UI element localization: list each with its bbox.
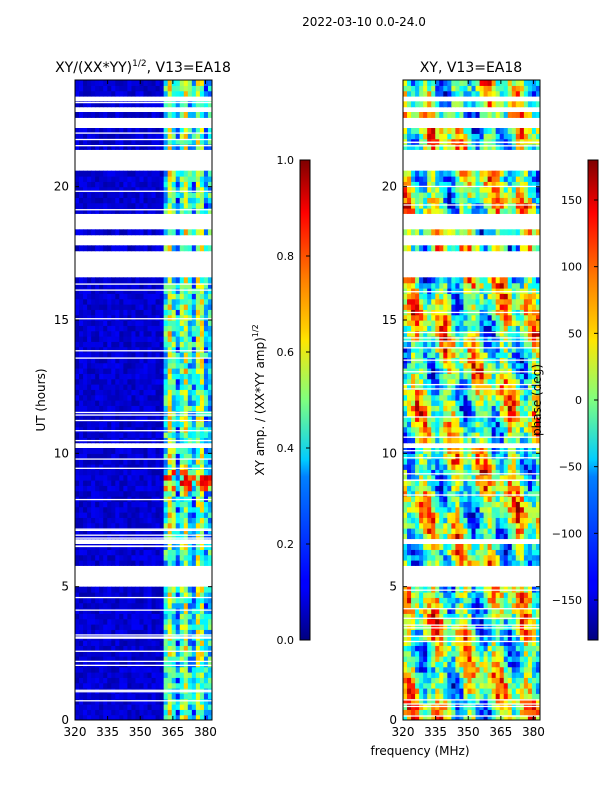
x-tick-label: 335 (96, 725, 119, 739)
colorbar-tick-label: 0.4 (277, 442, 295, 455)
panel-amplitude-ylabel: UT (hours) (34, 368, 48, 431)
colorbar-tick-label: 0.0 (277, 634, 295, 647)
y-tick-label: 15 (54, 313, 69, 327)
y-tick-label: 5 (389, 580, 397, 594)
panel-amplitude-frame (74, 79, 213, 721)
colorbar-tick-label: 0 (575, 394, 582, 407)
y-tick-label: 20 (382, 180, 397, 194)
colorbar-phase-label: phase (deg) (530, 364, 544, 436)
panel-amplitude-title: XY/(XX*YY)1/2, V13=EA18 (55, 59, 231, 76)
colorbar-tick-label: 150 (561, 194, 582, 207)
x-tick-label: 350 (129, 725, 152, 739)
x-tick-label: 380 (522, 725, 545, 739)
colorbar-tick-label: 0.2 (277, 538, 295, 551)
colorbar-phase-ticks: −150 −100 −50 0 50 100 150 (552, 194, 598, 607)
colorbar-amplitude-bar (299, 159, 311, 641)
colorbar-tick-label: 1.0 (277, 154, 295, 167)
y-tick-label: 10 (382, 446, 397, 460)
colorbar-tick-label: −50 (559, 461, 582, 474)
panel-amplitude-axes: 320 335 350 365 380 0 5 10 15 20 (54, 80, 217, 739)
panel-amplitude: XY/(XX*YY)1/2, V13=EA18 320 335 350 365 380 0… (34, 59, 231, 739)
colorbar-tick-label: 0.8 (277, 250, 295, 263)
colorbar-tick-label: 0.6 (277, 346, 295, 359)
y-tick-label: 20 (54, 180, 69, 194)
x-tick-label: 350 (457, 725, 480, 739)
x-tick-label: 365 (161, 725, 184, 739)
x-tick-label: 320 (392, 725, 415, 739)
x-tick-label: 335 (424, 725, 447, 739)
colorbar-phase: −150 −100 −50 0 50 100 150 phase (deg) (530, 159, 599, 641)
panel-phase-axes: 320 335 350 365 380 0 5 10 15 20 (382, 80, 545, 739)
colorbar-tick-label: −100 (552, 527, 582, 540)
y-tick-label: 10 (54, 446, 69, 460)
x-tick-label: 320 (64, 725, 87, 739)
panel-amplitude-heatmap (75, 80, 212, 720)
colorbar-tick-label: 50 (568, 327, 582, 340)
y-tick-label: 5 (61, 580, 69, 594)
colorbar-tick-label: −150 (552, 594, 582, 607)
y-tick-label: 0 (389, 713, 397, 727)
figure-suptitle: 2022-03-10 0.0-24.0 (302, 15, 426, 29)
panel-phase: XY, V13=EA18 320 335 350 365 380 0 5 10 15 20 fre… (370, 60, 544, 758)
panel-phase-xlabel: frequency (MHz) (370, 744, 469, 758)
panel-phase-title: XY, V13=EA18 (420, 60, 522, 76)
colorbar-tick-label: 100 (561, 261, 582, 274)
panel-phase-heatmap (403, 80, 540, 720)
colorbar-amplitude-label: XY amp. / (XX*YY amp)1/2 (251, 324, 267, 475)
colorbar-amplitude: 0.0 0.2 0.4 0.6 0.8 1.0 XY amp. / (XX*YY amp)… (251, 154, 311, 647)
panel-phase-frame (402, 79, 541, 721)
y-tick-label: 0 (61, 713, 69, 727)
x-tick-label: 365 (489, 725, 512, 739)
y-tick-label: 15 (382, 313, 397, 327)
x-tick-label: 380 (194, 725, 217, 739)
colorbar-amplitude-ticks: 0.0 0.2 0.4 0.6 0.8 1.0 (277, 154, 310, 647)
